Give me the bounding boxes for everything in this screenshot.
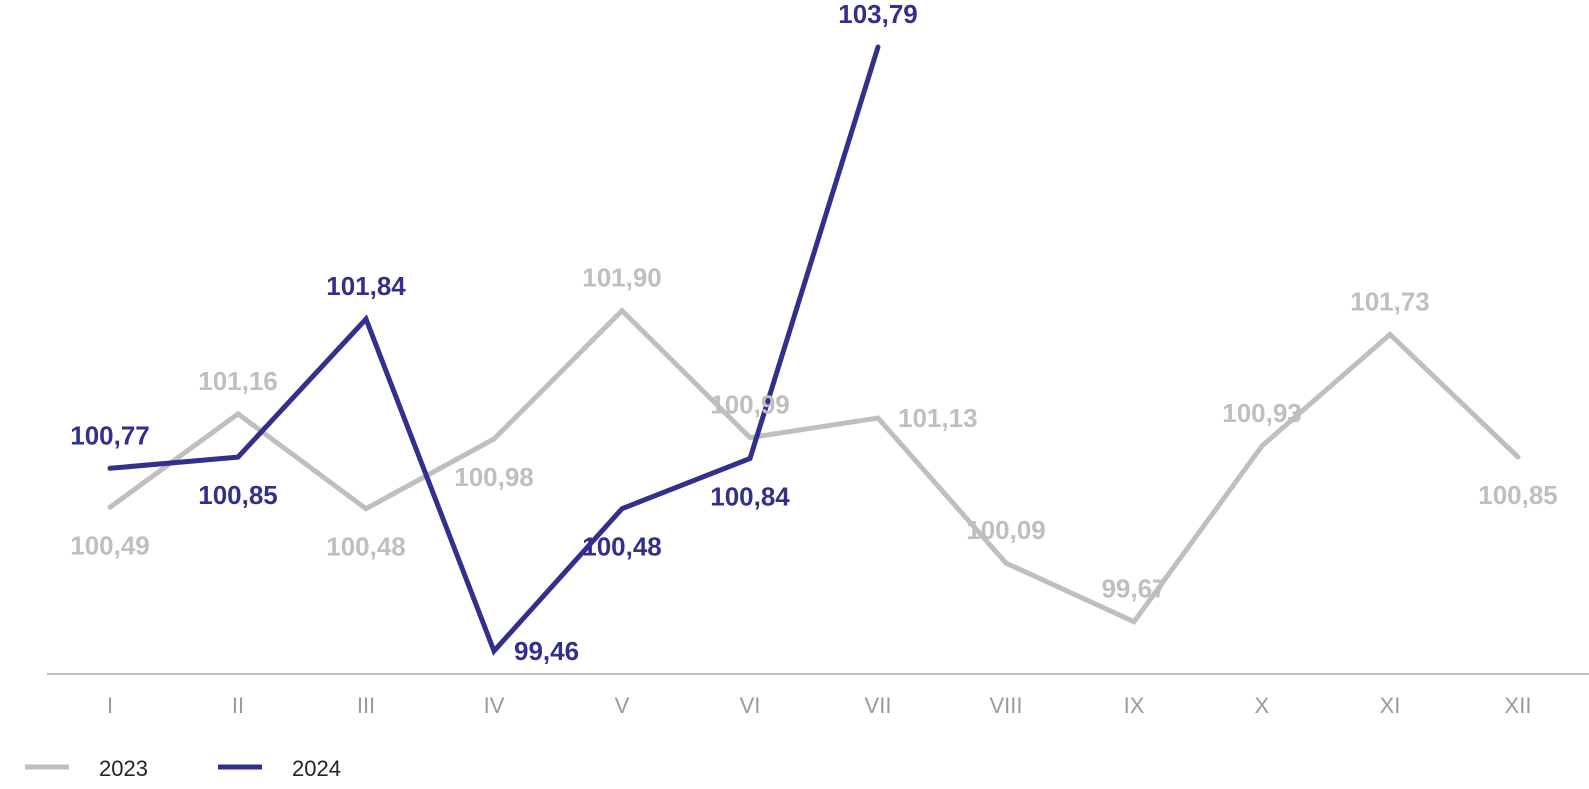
- x-tick-label-X: X: [1255, 693, 1270, 718]
- data-label-2023-VII: 101,13: [898, 403, 978, 433]
- x-tick-label-III: III: [357, 693, 375, 718]
- legend: 2023 2024: [25, 756, 341, 781]
- data-label-2023-X: 100,93: [1222, 398, 1302, 428]
- x-tick-label-VIII: VIII: [989, 693, 1022, 718]
- data-label-2024-III: 101,84: [326, 271, 406, 301]
- data-label-2024-I: 100,77: [70, 420, 150, 450]
- data-label-2023-XII: 100,85: [1478, 480, 1558, 510]
- data-label-2024-II: 100,85: [198, 480, 278, 510]
- data-label-2023-I: 100,49: [70, 530, 150, 560]
- legend-label-2023: 2023: [99, 756, 148, 781]
- x-tick-label-IX: IX: [1124, 693, 1145, 718]
- data-label-2023-II: 101,16: [198, 366, 278, 396]
- data-label-2024-IV: 99,46: [514, 636, 579, 666]
- x-tick-label-XII: XII: [1505, 693, 1532, 718]
- x-tick-label-VII: VII: [865, 693, 892, 718]
- data-label-2023-VIII: 100,09: [966, 515, 1046, 545]
- data-label-2023-XI: 101,73: [1350, 286, 1430, 316]
- x-tick-label-IV: IV: [484, 693, 505, 718]
- data-label-2023-III: 100,48: [326, 532, 406, 562]
- x-axis-tick-labels: I II III IV V VI VII VIII IX X XI XII: [107, 693, 1532, 718]
- data-labels: 100,49 101,16 100,48 100,98 101,90 100,99 101,…: [70, 0, 1558, 666]
- x-tick-label-V: V: [615, 693, 630, 718]
- data-label-2023-VI: 100,99: [710, 390, 790, 420]
- x-tick-label-XI: XI: [1380, 693, 1401, 718]
- data-label-2024-VI: 100,84: [710, 482, 790, 512]
- legend-label-2024: 2024: [292, 756, 341, 781]
- x-tick-label-I: I: [107, 693, 113, 718]
- data-label-2023-IX: 99,67: [1101, 574, 1166, 604]
- series-lines: [107, 44, 1521, 656]
- x-tick-label-II: II: [232, 693, 244, 718]
- series-line-2023: [107, 307, 1521, 625]
- data-label-2024-VII: 103,79: [838, 0, 918, 29]
- x-tick-label-VI: VI: [740, 693, 761, 718]
- data-label-2023-IV: 100,98: [454, 462, 534, 492]
- data-label-2024-V: 100,48: [582, 532, 662, 562]
- data-label-2023-V: 101,90: [582, 263, 662, 293]
- series-line-2024: [107, 44, 881, 656]
